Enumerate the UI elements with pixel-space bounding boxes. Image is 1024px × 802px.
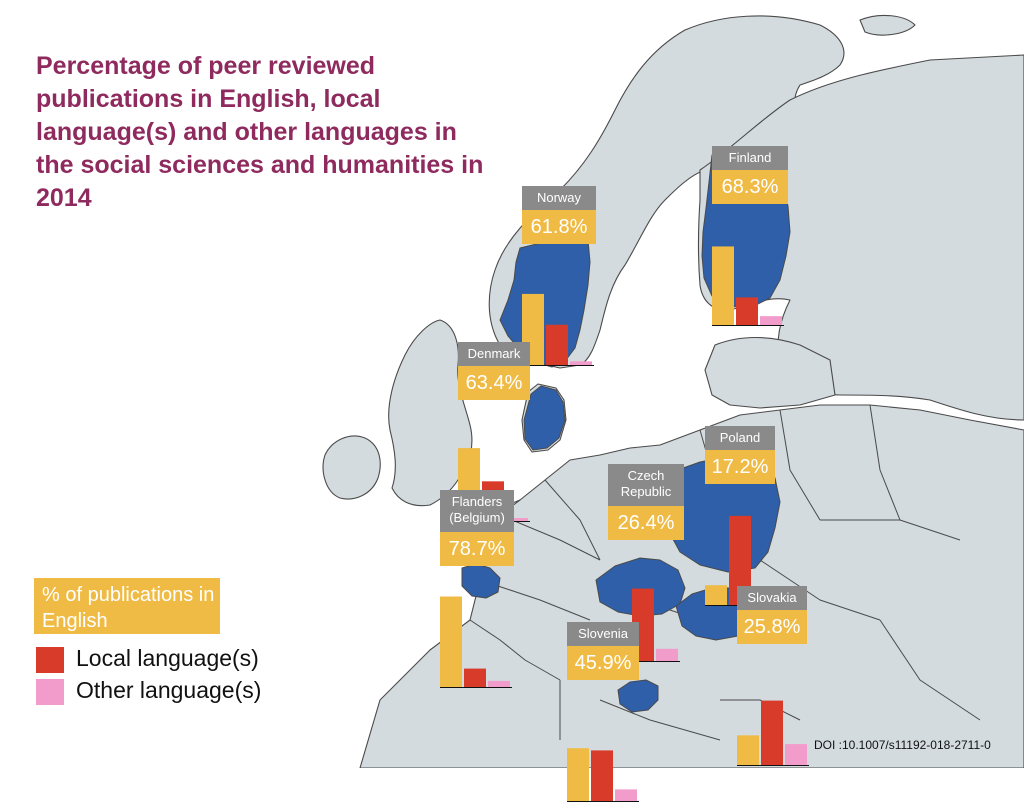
country-label: Denmark xyxy=(458,342,530,366)
country-label: Czech Republic xyxy=(608,464,684,506)
english-percent-label: 17.2% xyxy=(705,450,775,484)
country-label: Slovenia xyxy=(567,622,639,646)
bar-other xyxy=(615,789,637,801)
legend-local-swatch xyxy=(36,647,64,673)
bar-group xyxy=(440,568,512,688)
bar-group xyxy=(712,206,784,326)
land-ireland xyxy=(323,436,380,499)
country-label: Flanders (Belgium) xyxy=(440,490,514,532)
bar-group xyxy=(737,646,809,766)
legend-other-label: Other language(s) xyxy=(76,677,261,703)
country-label: Norway xyxy=(522,186,596,210)
bar-english xyxy=(567,748,589,801)
country-label: Finland xyxy=(712,146,788,170)
bar-english xyxy=(705,585,727,605)
bar-english xyxy=(737,735,759,765)
country-label: Poland xyxy=(705,426,775,450)
land-svalbard xyxy=(860,15,915,35)
english-percent-label: 26.4% xyxy=(608,506,684,540)
bar-other xyxy=(656,649,678,661)
english-percent-label: 68.3% xyxy=(712,170,788,204)
bar-local xyxy=(464,669,486,687)
english-percent-label: 45.9% xyxy=(567,646,639,680)
bar-other xyxy=(488,681,510,687)
legend-local-label: Local language(s) xyxy=(76,645,259,671)
legend-other: Other language(s) xyxy=(36,676,261,704)
legend-english: % of publications in English xyxy=(34,578,220,634)
bar-chart-norway xyxy=(522,246,594,366)
bar-local xyxy=(736,297,758,325)
bar-english xyxy=(440,596,462,687)
country-label: Slovakia xyxy=(737,586,807,610)
legend-other-swatch xyxy=(36,679,64,705)
bar-group xyxy=(567,682,639,802)
bar-other xyxy=(785,744,807,765)
bar-other xyxy=(760,316,782,325)
bar-local xyxy=(546,325,568,365)
page-title: Percentage of peer reviewed publications… xyxy=(36,50,496,215)
doi-text: DOI :10.1007/s11192-018-2711-0 xyxy=(814,738,991,752)
bar-other xyxy=(570,361,592,365)
bar-local xyxy=(761,701,783,765)
bar-chart-flanders-belgium xyxy=(440,568,512,688)
bar-chart-slovakia xyxy=(737,646,809,766)
bar-chart-finland xyxy=(712,206,784,326)
bar-chart-slovenia xyxy=(567,682,639,802)
legend-local: Local language(s) xyxy=(36,644,259,672)
bar-group xyxy=(522,246,594,366)
english-percent-label: 78.7% xyxy=(440,532,514,566)
english-percent-label: 25.8% xyxy=(737,610,807,644)
english-percent-label: 63.4% xyxy=(458,366,530,400)
bar-english xyxy=(712,246,734,325)
english-percent-label: 61.8% xyxy=(522,210,596,244)
bar-local xyxy=(591,750,613,801)
